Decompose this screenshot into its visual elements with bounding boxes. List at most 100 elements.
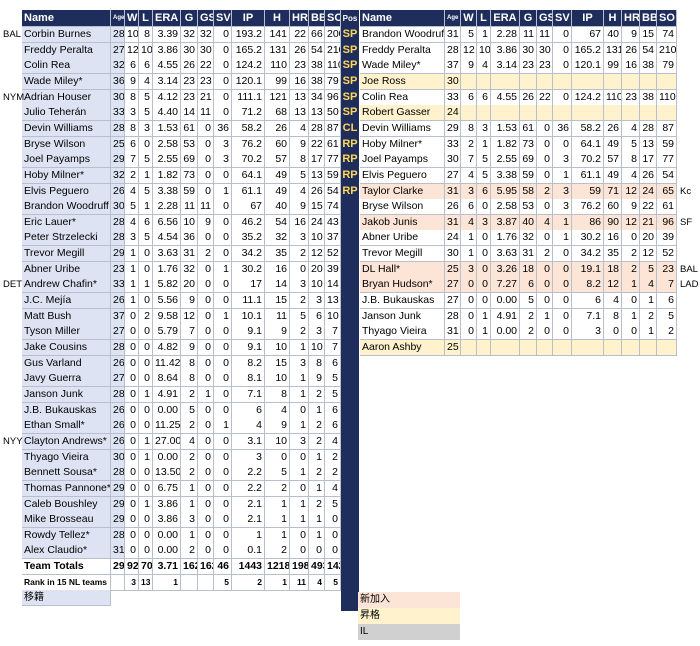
column-header: Name bbox=[22, 10, 111, 27]
cell: 141 bbox=[265, 27, 290, 43]
cell: 10 bbox=[265, 433, 290, 450]
cell: 1 bbox=[640, 293, 657, 310]
row-label: Robert Gasser bbox=[360, 105, 445, 122]
cell: 57 bbox=[604, 152, 622, 169]
cell: 28 bbox=[111, 465, 125, 482]
cell: 3 bbox=[553, 199, 572, 216]
cell: 6 bbox=[477, 89, 491, 106]
cell: 4.91 bbox=[491, 308, 520, 325]
cell: 3 bbox=[572, 324, 604, 341]
cell bbox=[461, 73, 477, 90]
cell: 12 bbox=[604, 277, 622, 294]
cell: 1 bbox=[622, 277, 640, 294]
cell: 0 bbox=[214, 340, 232, 356]
cell: 96 bbox=[657, 214, 677, 231]
cell: 73 bbox=[181, 167, 198, 184]
cell: 0 bbox=[198, 402, 214, 419]
cell: 49 bbox=[265, 183, 290, 200]
cell: 0 bbox=[198, 261, 214, 278]
cell: 65 bbox=[657, 183, 677, 200]
cell: 28 bbox=[309, 120, 325, 137]
cell: 9 bbox=[622, 199, 640, 216]
cell: 35 bbox=[265, 246, 290, 263]
cell: 2 bbox=[139, 308, 153, 325]
cell: 36 bbox=[111, 73, 125, 90]
cell: 0 bbox=[198, 355, 214, 372]
column-header: G bbox=[520, 10, 537, 27]
row-label: Brandon Woodruff bbox=[360, 27, 445, 43]
cell: 20 bbox=[640, 230, 657, 247]
cell: 30.2 bbox=[232, 261, 265, 278]
cell: 2 bbox=[181, 449, 198, 466]
cell: 1.82 bbox=[153, 167, 181, 184]
cell: 27 bbox=[111, 324, 125, 341]
row-label: Freddy Peralta bbox=[22, 42, 111, 59]
row-label: Elvis Peguero bbox=[360, 167, 445, 184]
cell: 79 bbox=[657, 58, 677, 75]
cell: 1 bbox=[139, 167, 153, 184]
cell: 35.2 bbox=[232, 230, 265, 247]
pos-label: RP bbox=[342, 153, 358, 166]
cell: 58.2 bbox=[232, 120, 265, 137]
cell: 34.2 bbox=[232, 246, 265, 263]
cell: 5 bbox=[325, 574, 341, 591]
cell: 0 bbox=[139, 261, 153, 278]
cell: 64.1 bbox=[232, 167, 265, 184]
cell: 3.14 bbox=[153, 73, 181, 90]
cell: 2 bbox=[325, 449, 341, 466]
cell: 54 bbox=[657, 167, 677, 184]
cell: 5 bbox=[325, 371, 341, 388]
cell: 0 bbox=[553, 136, 572, 153]
cell: 10 bbox=[309, 230, 325, 247]
cell: 110 bbox=[657, 89, 677, 106]
cell: 40 bbox=[604, 27, 622, 43]
cell: 92 bbox=[125, 559, 139, 576]
cell: 2 bbox=[520, 324, 537, 341]
cell: 99 bbox=[265, 73, 290, 90]
team-label: SF bbox=[680, 216, 693, 228]
column-header: GS bbox=[198, 10, 214, 27]
cell: 1 bbox=[553, 230, 572, 247]
cell: 31 bbox=[445, 214, 461, 231]
cell: 2 bbox=[290, 324, 309, 341]
row-label: Javy Guerra bbox=[22, 371, 111, 388]
cell: 0 bbox=[553, 42, 572, 59]
team-label: NYM bbox=[3, 91, 25, 103]
cell: 3.86 bbox=[153, 512, 181, 529]
cell: 32 bbox=[181, 27, 198, 43]
cell: 12 bbox=[461, 42, 477, 59]
cell: 1 bbox=[290, 496, 309, 513]
cell: 21 bbox=[640, 214, 657, 231]
cell bbox=[198, 574, 214, 591]
cell: 67 bbox=[232, 199, 265, 216]
cell: 6 bbox=[520, 277, 537, 294]
pos-label: SP bbox=[342, 90, 358, 103]
row-label: Julio Teherán bbox=[22, 105, 111, 122]
cell: 20 bbox=[181, 277, 198, 294]
cell: 0 bbox=[553, 324, 572, 341]
cell: 1 bbox=[265, 496, 290, 513]
row-label: Eric Lauer* bbox=[22, 214, 111, 231]
cell: 37 bbox=[111, 308, 125, 325]
cell: 4.40 bbox=[153, 105, 181, 122]
cell bbox=[604, 105, 622, 122]
column-header: G bbox=[181, 10, 198, 27]
row-label: Jake Cousins bbox=[22, 340, 111, 356]
cell: 1 bbox=[553, 167, 572, 184]
cell bbox=[640, 340, 657, 356]
cell: 26 bbox=[622, 42, 640, 59]
cell: 27 bbox=[111, 371, 125, 388]
cell: 5 bbox=[125, 199, 139, 216]
column-header: ERA bbox=[153, 10, 181, 27]
cell: 59 bbox=[181, 183, 198, 200]
cell: 3.38 bbox=[153, 183, 181, 200]
cell: 0 bbox=[125, 543, 139, 560]
pos-label: SP bbox=[342, 28, 358, 40]
team-label: NYY bbox=[3, 435, 23, 447]
cell: 4 bbox=[309, 574, 325, 591]
cell: 0 bbox=[214, 386, 232, 403]
cell: 70.2 bbox=[232, 152, 265, 169]
cell: 0 bbox=[290, 480, 309, 497]
cell: 0 bbox=[537, 152, 553, 169]
